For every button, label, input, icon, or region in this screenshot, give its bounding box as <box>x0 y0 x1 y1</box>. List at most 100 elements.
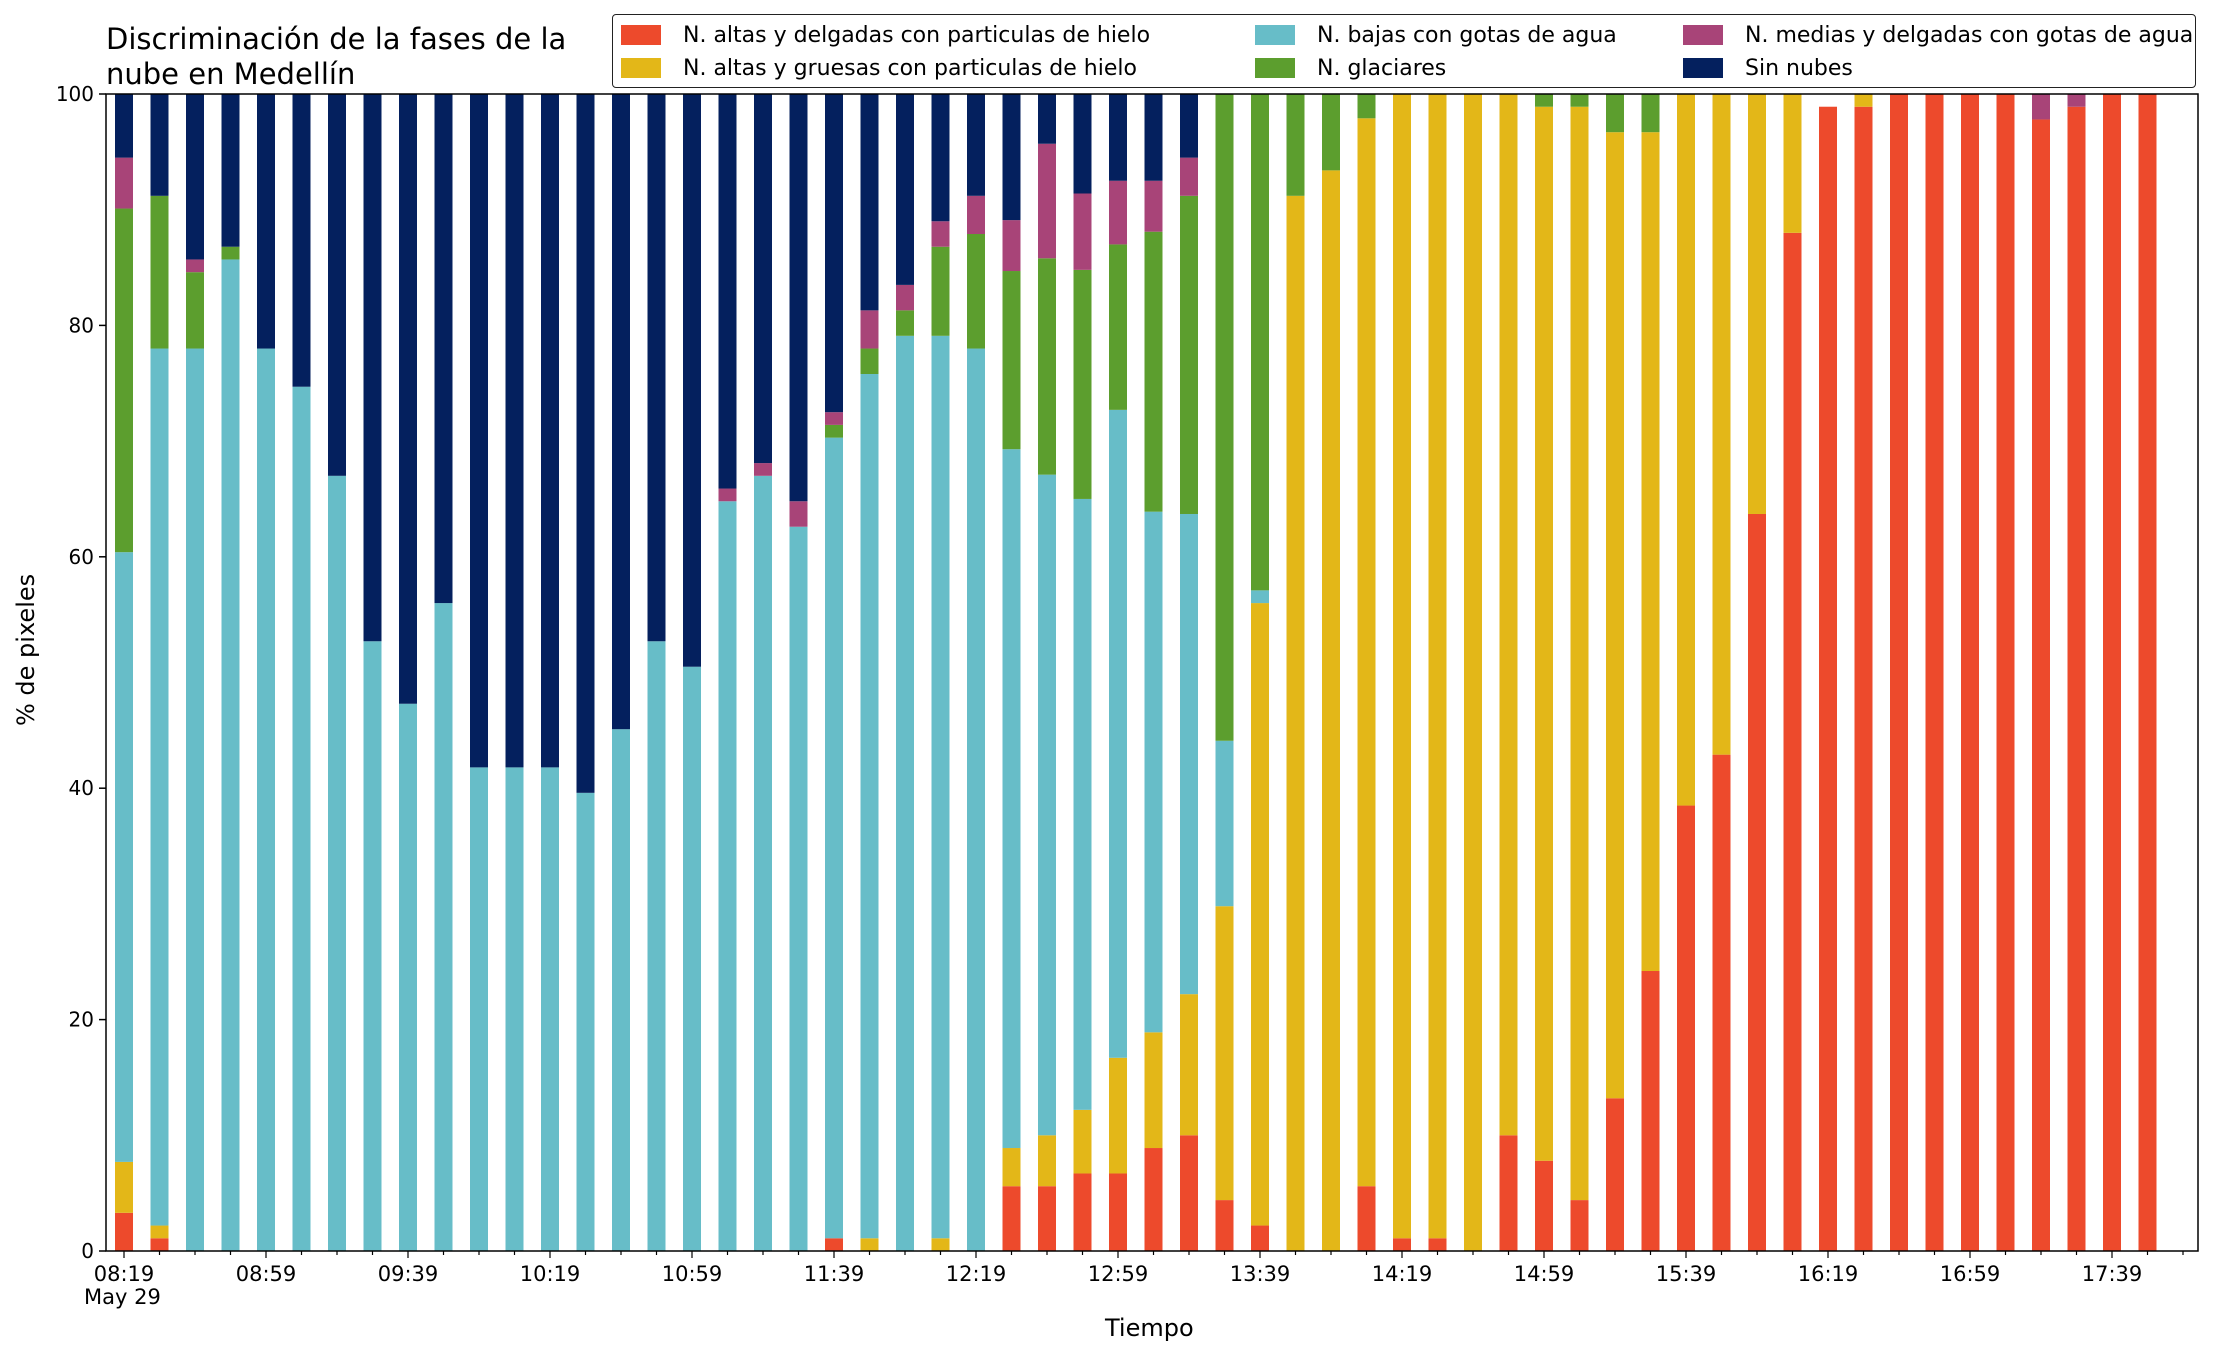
bar-segment <box>1215 1200 1234 1251</box>
bar-segment <box>186 94 204 260</box>
plot-frame <box>105 93 2199 1252</box>
bar-segment <box>1180 195 1198 514</box>
bar-segment <box>1393 94 1411 1239</box>
bar-segment <box>186 348 204 1251</box>
legend-swatch-altas-delgadas <box>621 25 661 45</box>
bar-segment <box>505 94 524 768</box>
bar-segment <box>328 475 346 1251</box>
x-tick-label: 15:39 <box>1656 1262 1717 1286</box>
bar-segment <box>1606 132 1624 1099</box>
bar-segment <box>541 94 559 768</box>
bar-segment <box>115 552 133 1162</box>
bar-segment <box>1535 1160 1553 1251</box>
bar-segment <box>1961 94 1979 1251</box>
x-tick-label: 12:19 <box>946 1262 1007 1286</box>
legend-label-sin-nubes: Sin nubes <box>1745 55 1853 81</box>
bar-segment <box>1322 170 1340 1251</box>
bar-segment <box>1854 106 1873 1251</box>
x-tick-label: 10:19 <box>520 1262 581 1286</box>
bar-segment <box>505 767 524 1251</box>
bar-segment <box>1535 106 1553 1161</box>
bar-segment <box>1570 1200 1589 1251</box>
bar-segment <box>1428 1238 1447 1251</box>
bar-segment <box>186 259 204 273</box>
legend-swatch-medias-delgadas <box>1683 25 1723 45</box>
legend-swatch-sin-nubes <box>1683 58 1723 78</box>
bar-segment <box>1038 474 1056 1136</box>
bar-segment <box>1322 94 1340 171</box>
bar-segment <box>576 792 595 1251</box>
legend-label-altas-gruesas: N. altas y gruesas con particulas de hie… <box>683 55 1137 81</box>
bar-segment <box>1251 94 1269 591</box>
bar-segment <box>754 475 772 1251</box>
bar-segment <box>328 94 346 476</box>
bar-segment <box>1215 94 1234 741</box>
bar-segment <box>1499 94 1518 1136</box>
bar-segment <box>1748 94 1766 514</box>
bar-segment <box>150 94 169 196</box>
bar-segment <box>186 272 204 349</box>
bar-segment <box>1748 513 1766 1251</box>
y-tick-label: 0 <box>81 1239 94 1263</box>
bar-segment <box>718 94 737 489</box>
x-tick-label: 09:39 <box>378 1262 439 1286</box>
bar-segment <box>931 1238 950 1251</box>
bar-segment <box>1038 94 1056 144</box>
bar-segment <box>1144 180 1163 232</box>
chart-title-line-2: nube en Medellín <box>106 57 356 91</box>
bar-segment <box>1002 1186 1021 1251</box>
bar-segment <box>931 246 950 336</box>
bar-segment <box>1002 220 1021 272</box>
bar-segment <box>292 94 311 387</box>
legend-label-glaciares: N. glaciares <box>1317 55 1447 81</box>
bar-segment <box>860 310 879 349</box>
bar-segment <box>1002 94 1021 221</box>
bar-segment <box>115 157 133 209</box>
bar-segment <box>967 94 985 196</box>
bar-segment <box>2138 94 2157 1251</box>
bar-segment <box>1428 94 1447 1239</box>
bar-segment <box>967 195 985 234</box>
bar-segment <box>1499 1135 1518 1251</box>
y-tick-label: 40 <box>69 776 94 800</box>
bar-segment <box>1357 118 1376 1187</box>
bar-segment <box>825 424 843 438</box>
bar-segment <box>576 94 595 793</box>
bar-segment <box>647 641 666 1251</box>
bar-segment <box>967 233 985 349</box>
bar-segment <box>115 208 133 553</box>
legend-item-medias-delgadas: N. medias y delgadas con gotas de agua <box>1683 20 2193 50</box>
bar-segment <box>789 526 808 1251</box>
bar-segment <box>434 603 453 1251</box>
bar-segment <box>1073 269 1092 499</box>
bar-segment <box>1286 195 1305 1251</box>
bar-segment <box>1073 94 1092 194</box>
x-tick-date: May 29 <box>84 1285 161 1309</box>
bar-segment <box>967 348 985 1251</box>
bar-segment <box>221 259 240 1251</box>
legend-swatch-glaciares <box>1255 58 1295 78</box>
bar-segment <box>1215 906 1234 1201</box>
bar-segment <box>896 310 914 336</box>
bar-segment <box>1251 590 1269 604</box>
bar-segment <box>2103 94 2121 1251</box>
bar-segment <box>1144 511 1163 1033</box>
bar-segment <box>1180 94 1198 158</box>
bar-segment <box>1109 244 1127 410</box>
bar-segment <box>1180 157 1198 196</box>
bar-segment <box>150 1225 169 1239</box>
legend-item-bajas: N. bajas con gotas de agua <box>1255 20 1617 50</box>
bar-segment <box>931 335 950 1239</box>
x-tick-label: 10:59 <box>662 1262 723 1286</box>
bar-segment <box>860 1238 879 1251</box>
bar-segment <box>1641 132 1660 972</box>
bar-segment <box>115 1161 133 1213</box>
bar-segment <box>1038 1186 1056 1251</box>
bar-segment <box>363 641 382 1251</box>
x-tick-label: 14:19 <box>1372 1262 1433 1286</box>
legend-label-altas-delgadas: N. altas y delgadas con particulas de hi… <box>683 22 1151 48</box>
bar-segment <box>1712 754 1731 1251</box>
bar-segment <box>789 501 808 527</box>
bar-segment <box>1854 94 1873 107</box>
bar-segment <box>1890 94 1908 1251</box>
